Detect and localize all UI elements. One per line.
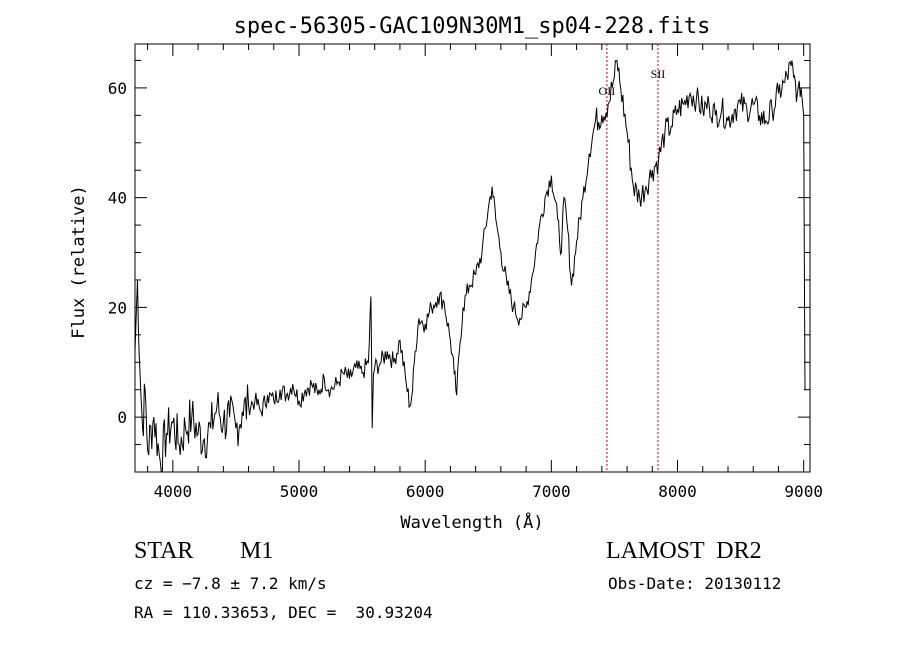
object-subclass: M1 bbox=[240, 538, 274, 564]
coordinates: RA = 110.33653, DEC = 30.93204 bbox=[134, 603, 433, 622]
object-type: STAR bbox=[134, 538, 194, 564]
survey-name: LAMOST DR2 bbox=[606, 538, 762, 564]
y-axis-label: Flux (relative) bbox=[69, 185, 89, 339]
spectrum-line bbox=[134, 59, 806, 473]
observation-date: Obs-Date: 20130112 bbox=[608, 574, 782, 593]
redshift-velocity: cz = −7.8 ± 7.2 km/s bbox=[134, 574, 327, 593]
chart-title: spec-56305-GAC109N30M1_sp04-228.fits bbox=[234, 14, 711, 39]
axis-ticks: 4000 5000 6000 7000 8000 9000 0 20 40 60 bbox=[108, 44, 823, 501]
y-tick-label: 40 bbox=[108, 189, 127, 208]
y-tick-label: 0 bbox=[117, 408, 127, 427]
x-tick-label: 5000 bbox=[280, 482, 319, 501]
marker-sii-label: SII bbox=[651, 67, 666, 81]
x-tick-label: 9000 bbox=[784, 482, 823, 501]
x-tick-label: 6000 bbox=[406, 482, 445, 501]
x-tick-label: 7000 bbox=[532, 482, 571, 501]
x-axis-label: Wavelength (Å) bbox=[400, 511, 543, 533]
y-tick-label: 60 bbox=[108, 79, 127, 98]
plot-frame bbox=[134, 43, 811, 473]
y-tick-label: 20 bbox=[108, 298, 127, 317]
x-tick-label: 8000 bbox=[658, 482, 697, 501]
x-tick-label: 4000 bbox=[154, 482, 193, 501]
